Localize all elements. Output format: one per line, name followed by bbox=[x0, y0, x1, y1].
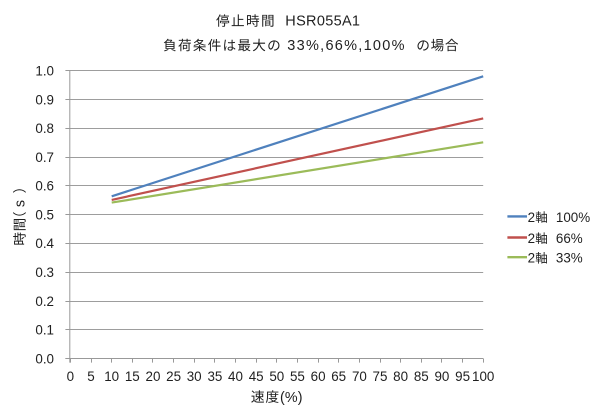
svg-text:65: 65 bbox=[331, 369, 346, 384]
svg-text:2: 2 bbox=[528, 210, 535, 225]
svg-text:40: 40 bbox=[228, 369, 243, 384]
svg-text:2: 2 bbox=[528, 251, 535, 266]
svg-text:25: 25 bbox=[166, 369, 181, 384]
svg-text:1.0: 1.0 bbox=[35, 64, 54, 79]
svg-text:0.4: 0.4 bbox=[35, 236, 54, 251]
svg-text:85: 85 bbox=[414, 369, 429, 384]
svg-text:33%,66%,100%: 33%,66%,100% bbox=[287, 38, 404, 54]
svg-text:0.0: 0.0 bbox=[35, 351, 54, 366]
svg-text:33%: 33% bbox=[556, 251, 583, 266]
svg-text:100: 100 bbox=[472, 369, 494, 384]
svg-text:0: 0 bbox=[67, 369, 74, 384]
svg-text:95: 95 bbox=[455, 369, 470, 384]
svg-text:66%: 66% bbox=[556, 231, 583, 246]
svg-text:0.6: 0.6 bbox=[35, 179, 54, 194]
svg-text:30: 30 bbox=[187, 369, 202, 384]
svg-text:5: 5 bbox=[87, 369, 94, 384]
svg-text:s: s bbox=[13, 200, 29, 207]
svg-text:0.9: 0.9 bbox=[35, 92, 54, 107]
svg-text:0.7: 0.7 bbox=[35, 150, 54, 165]
svg-text:10: 10 bbox=[104, 369, 119, 384]
svg-text:0.1: 0.1 bbox=[35, 323, 54, 338]
svg-text:50: 50 bbox=[269, 369, 284, 384]
svg-text:60: 60 bbox=[311, 369, 326, 384]
svg-text:0.8: 0.8 bbox=[35, 121, 54, 136]
svg-text:0.2: 0.2 bbox=[35, 294, 54, 309]
svg-text:55: 55 bbox=[290, 369, 305, 384]
svg-text:20: 20 bbox=[146, 369, 161, 384]
svg-text:0.5: 0.5 bbox=[35, 207, 54, 222]
svg-text:0.3: 0.3 bbox=[35, 265, 54, 280]
svg-text:90: 90 bbox=[434, 369, 449, 384]
svg-text:HSR055A1: HSR055A1 bbox=[285, 14, 360, 30]
svg-text:(%): (%) bbox=[280, 390, 303, 406]
svg-text:100%: 100% bbox=[556, 210, 590, 225]
svg-text:70: 70 bbox=[352, 369, 367, 384]
svg-text:80: 80 bbox=[393, 369, 408, 384]
svg-text:45: 45 bbox=[249, 369, 264, 384]
svg-text:15: 15 bbox=[125, 369, 140, 384]
svg-text:75: 75 bbox=[373, 369, 388, 384]
svg-text:35: 35 bbox=[207, 369, 222, 384]
svg-text:2: 2 bbox=[528, 231, 535, 246]
